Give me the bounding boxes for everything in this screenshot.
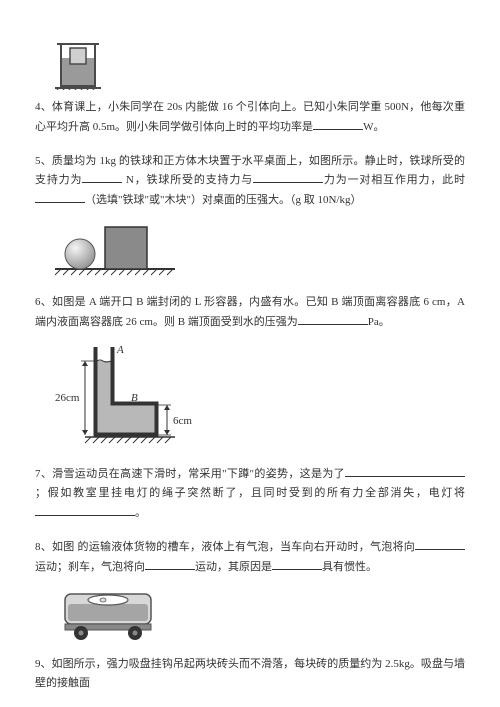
q5-blank3: [35, 191, 85, 203]
q4-unit: W。: [363, 121, 384, 133]
q8-b: 运动；刹车，气泡将向: [35, 561, 145, 573]
question-4: 4、体育课上，小朱同学在 20s 内能做 16 个引体向上。已知小朱同学重 50…: [35, 98, 465, 138]
q6-line1: 6、如图是 A 端开口 B 端封闭的 L 形容器，内盛有水。已知 B 端顶面离容…: [35, 296, 465, 328]
q7-b: ；假如教室里挂电灯的绳子突然断了，且同时受到的所有力全部消失，电灯将: [35, 487, 465, 499]
question-9: 9、如图所示，强力吸盘挂钩吊起两块砖头而不滑落，每块砖的质量约为 2.5kg。吸…: [35, 655, 465, 695]
q8-blank2: [145, 558, 195, 570]
label-A: A: [116, 344, 124, 356]
q8-c: 运动，其原因是: [195, 561, 272, 573]
q6-blank: [298, 313, 368, 325]
figure-tank-truck: [55, 586, 465, 641]
q6-unit: Pa。: [368, 316, 390, 328]
q7-a: 7、滑雪运动员在高速下滑时，常采用"下蹲"的姿势，这是为了: [35, 468, 345, 480]
q8-d: 具有惯性。: [322, 561, 377, 573]
q8-blank3: [272, 558, 322, 570]
label-6cm: 6cm: [173, 415, 192, 427]
q7-blank1: [345, 465, 465, 477]
q9-text: 9、如图所示，强力吸盘挂钩吊起两块砖头而不滑落，每块砖的质量约为 2.5kg。吸…: [35, 658, 465, 690]
q5-line2c: （选填"铁球"或"木块"）对桌面的压强大。（g 取 10N/kg）: [85, 194, 361, 206]
question-6: 6、如图是 A 端开口 B 端封闭的 L 形容器，内盛有水。已知 B 端顶面离容…: [35, 293, 465, 451]
q8-a: 8、如图 的运输液体货物的槽车，液体上有气泡，当车向右开动时，气泡将向: [35, 541, 415, 553]
label-26cm: 26cm: [55, 392, 80, 404]
figure-l-container: A B 26cm 6cm: [55, 341, 465, 451]
question-5: 5、质量均为 1kg 的铁球和正方体木块置于水平桌面上，如图所示。静止时，铁球所…: [35, 152, 465, 279]
q7-c: 。: [135, 507, 146, 519]
q8-blank1: [415, 538, 465, 550]
q4-text: 4、体育课上，小朱同学在 20s 内能做 16 个引体向上。已知小朱同学重 50…: [35, 101, 465, 133]
q5-blank1: [82, 171, 122, 183]
q5-blank2: [253, 171, 323, 183]
figure-ball-block: [55, 219, 465, 279]
q4-blank: [313, 118, 363, 130]
question-7: 7、滑雪运动员在高速下滑时，常采用"下蹲"的姿势，这是为了 ；假如教室里挂电灯的绳…: [35, 465, 465, 524]
figure-beaker-block: [55, 38, 465, 90]
label-B: B: [131, 392, 138, 404]
q5-line2a: N，铁球所受的支持力与: [126, 174, 253, 186]
q5-line2b: 力为一对相互作用力，此时: [323, 174, 465, 186]
q7-blank2: [35, 504, 135, 516]
question-8: 8、如图 的运输液体货物的槽车，液体上有气泡，当车向右开动时，气泡将向运动；刹车…: [35, 538, 465, 641]
